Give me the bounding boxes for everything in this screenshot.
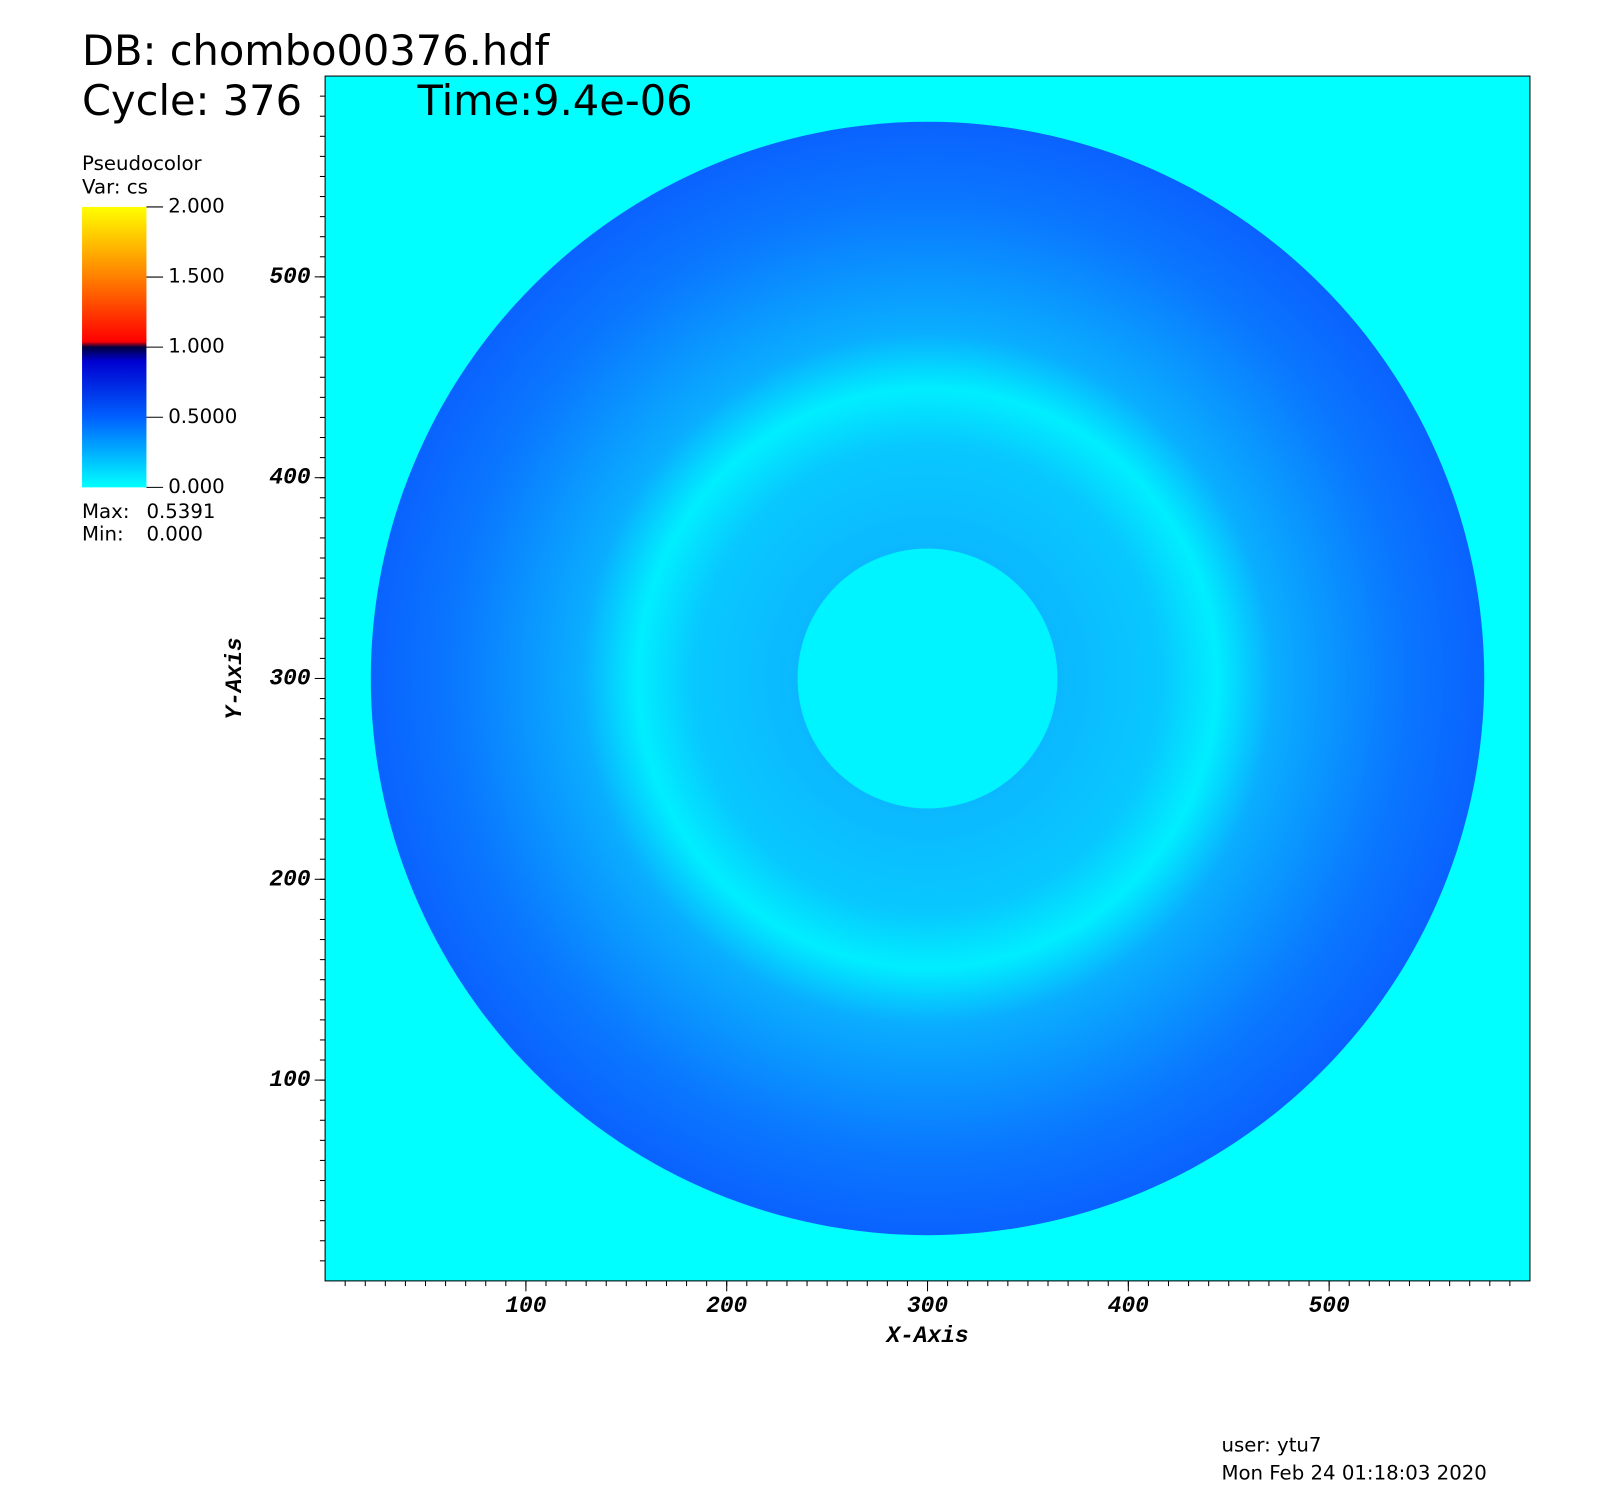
footer-user: user: ytu7 — [1221, 1434, 1321, 1457]
x-axis-title: X-Axis — [884, 1323, 968, 1349]
min-value: 0.000 — [146, 523, 202, 546]
y-tick-label: 100 — [269, 1067, 310, 1093]
colorbar — [82, 206, 147, 488]
y-tick-label: 200 — [269, 866, 310, 892]
y-tick-label: 400 — [269, 465, 310, 491]
max-value: 0.5391 — [146, 500, 215, 523]
y-tick-label: 300 — [269, 666, 310, 692]
x-tick-label: 400 — [1108, 1293, 1149, 1319]
title-time: Time:9.4e-06 — [417, 76, 693, 125]
max-label: Max: — [82, 500, 129, 523]
footer-date: Mon Feb 24 01:18:03 2020 — [1221, 1462, 1486, 1485]
colorbar-tick-label: 2.000 — [168, 194, 224, 217]
colorbar-tick-label: 0.5000 — [168, 405, 237, 428]
title-cycle: Cycle: 376 — [82, 76, 302, 125]
field-core — [797, 548, 1058, 809]
x-tick-label: 100 — [505, 1293, 546, 1319]
colorbar-tick-label: 1.000 — [168, 335, 224, 358]
colorbar-tick-label: 0.000 — [168, 475, 224, 498]
title-db: DB: chombo00376.hdf — [82, 26, 550, 75]
y-axis-title: Y-Axis — [222, 637, 248, 719]
legend-plot: Pseudocolor — [82, 152, 202, 175]
min-label: Min: — [82, 523, 124, 546]
legend-var: Var: cs — [82, 176, 148, 199]
x-tick-label: 200 — [706, 1293, 747, 1319]
x-tick-label: 300 — [907, 1293, 948, 1319]
colorbar-tick-label: 1.500 — [168, 265, 224, 288]
y-tick-label: 500 — [269, 264, 310, 290]
x-tick-label: 500 — [1309, 1293, 1350, 1319]
